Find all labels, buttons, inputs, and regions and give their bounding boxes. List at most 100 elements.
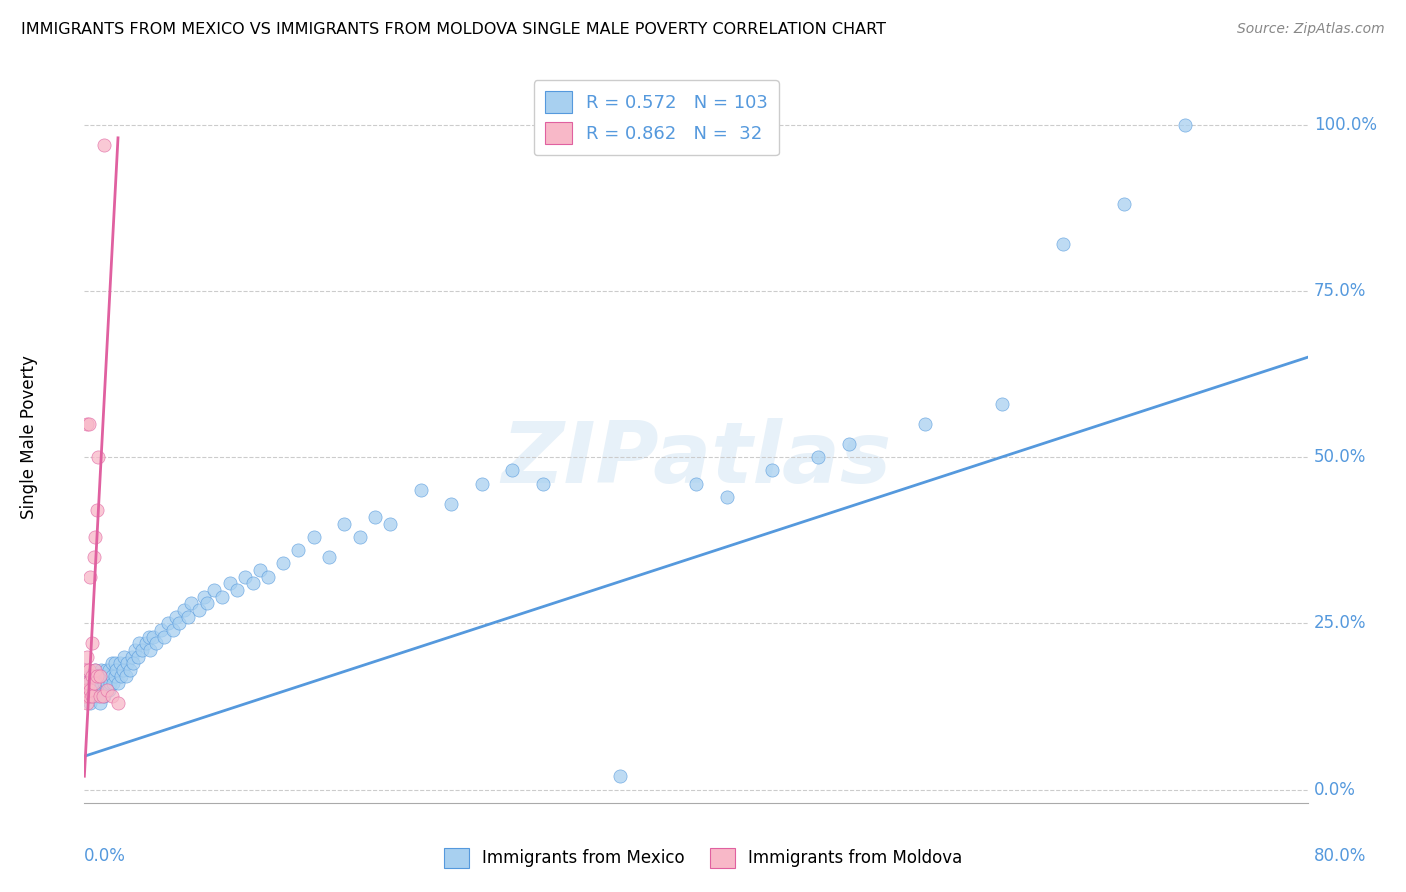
- Point: [76, 417, 98, 431]
- Point: [226, 582, 249, 597]
- Point: [127, 649, 149, 664]
- Point: [287, 543, 309, 558]
- Point: [75, 690, 97, 704]
- Point: [914, 417, 936, 431]
- Point: [84, 530, 107, 544]
- Point: [193, 590, 215, 604]
- Point: [79, 676, 101, 690]
- Point: [716, 490, 738, 504]
- Point: [76, 696, 98, 710]
- Text: 100.0%: 100.0%: [1313, 116, 1376, 134]
- Point: [173, 603, 195, 617]
- Point: [97, 663, 120, 677]
- Point: [80, 682, 103, 697]
- Point: [1052, 237, 1074, 252]
- Point: [75, 676, 97, 690]
- Point: [76, 649, 98, 664]
- Point: [75, 682, 97, 697]
- Point: [86, 682, 108, 697]
- Point: [103, 676, 125, 690]
- Point: [89, 682, 111, 697]
- Point: [531, 476, 554, 491]
- Point: [991, 397, 1014, 411]
- Point: [96, 669, 118, 683]
- Text: 0.0%: 0.0%: [84, 847, 127, 864]
- Point: [177, 609, 200, 624]
- Point: [162, 623, 184, 637]
- Point: [1114, 197, 1136, 211]
- Point: [142, 630, 165, 644]
- Point: [380, 516, 402, 531]
- Point: [195, 596, 218, 610]
- Point: [80, 669, 103, 683]
- Point: [101, 669, 124, 683]
- Text: IMMIGRANTS FROM MEXICO VS IMMIGRANTS FROM MOLDOVA SINGLE MALE POVERTY CORRELATIO: IMMIGRANTS FROM MEXICO VS IMMIGRANTS FRO…: [21, 22, 886, 37]
- Point: [94, 682, 117, 697]
- Point: [90, 676, 112, 690]
- Point: [79, 696, 101, 710]
- Point: [93, 690, 115, 704]
- Point: [149, 623, 172, 637]
- Point: [124, 643, 146, 657]
- Point: [333, 516, 356, 531]
- Point: [96, 676, 118, 690]
- Legend: Immigrants from Mexico, Immigrants from Moldova: Immigrants from Mexico, Immigrants from …: [437, 841, 969, 875]
- Point: [83, 549, 105, 564]
- Point: [77, 669, 100, 683]
- Point: [157, 616, 180, 631]
- Point: [761, 463, 783, 477]
- Point: [101, 656, 124, 670]
- Point: [87, 690, 110, 704]
- Point: [94, 663, 117, 677]
- Point: [107, 676, 129, 690]
- Point: [105, 663, 128, 677]
- Point: [211, 590, 233, 604]
- Text: Single Male Poverty: Single Male Poverty: [20, 355, 38, 519]
- Point: [86, 669, 108, 683]
- Point: [89, 669, 111, 683]
- Point: [249, 563, 271, 577]
- Point: [83, 676, 105, 690]
- Point: [349, 530, 371, 544]
- Point: [86, 669, 108, 683]
- Point: [96, 682, 118, 697]
- Point: [101, 690, 124, 704]
- Point: [77, 676, 100, 690]
- Point: [218, 576, 240, 591]
- Point: [131, 643, 153, 657]
- Point: [79, 682, 101, 697]
- Point: [180, 596, 202, 610]
- Point: [409, 483, 432, 498]
- Point: [318, 549, 340, 564]
- Text: 75.0%: 75.0%: [1313, 282, 1367, 300]
- Point: [108, 656, 131, 670]
- Point: [302, 530, 325, 544]
- Point: [153, 630, 176, 644]
- Point: [80, 690, 103, 704]
- Point: [84, 690, 107, 704]
- Point: [120, 663, 142, 677]
- Point: [84, 663, 107, 677]
- Point: [80, 636, 103, 650]
- Point: [76, 663, 98, 677]
- Point: [98, 676, 121, 690]
- Point: [87, 676, 110, 690]
- Point: [89, 690, 111, 704]
- Text: 50.0%: 50.0%: [1313, 448, 1367, 466]
- Point: [271, 557, 294, 571]
- Point: [83, 682, 105, 697]
- Legend: R = 0.572   N = 103, R = 0.862   N =  32: R = 0.572 N = 103, R = 0.862 N = 32: [534, 80, 779, 155]
- Point: [93, 676, 115, 690]
- Point: [93, 137, 115, 152]
- Point: [122, 656, 145, 670]
- Point: [104, 656, 127, 670]
- Point: [110, 669, 132, 683]
- Point: [75, 676, 97, 690]
- Point: [86, 503, 108, 517]
- Point: [77, 663, 100, 677]
- Point: [87, 450, 110, 464]
- Point: [90, 663, 112, 677]
- Point: [112, 649, 135, 664]
- Point: [80, 690, 103, 704]
- Point: [104, 669, 127, 683]
